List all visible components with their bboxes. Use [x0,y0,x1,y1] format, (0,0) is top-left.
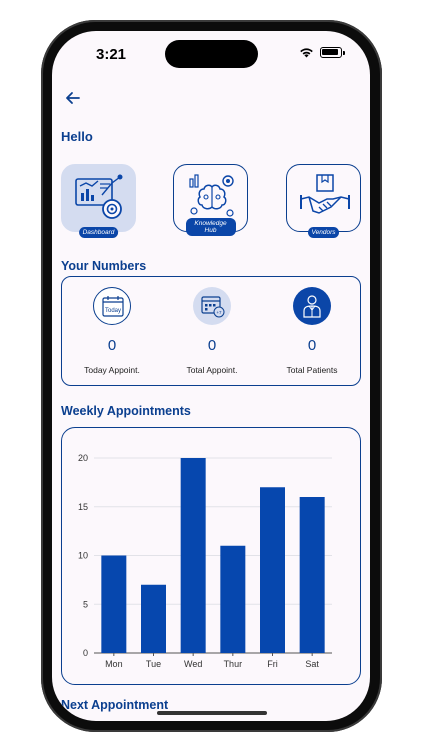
bar-wed[interactable] [180,458,206,653]
tile-vendors[interactable]: Vendors [286,164,361,238]
y-tick-label: 20 [78,453,88,463]
tile-label: Vendors [307,227,340,238]
home-indicator[interactable] [157,711,267,715]
calendar-today-icon: Today [93,287,131,325]
stat-total-appointments[interactable]: +7 0 Total Appoint. [162,277,262,387]
handshake-box-icon [300,174,350,214]
y-tick-label: 0 [83,648,88,658]
x-tick-label: Wed [184,659,202,669]
x-tick-label: Tue [146,659,161,669]
calendar-icon-text: Today [105,308,121,314]
y-tick-label: 5 [83,599,88,609]
bar-sat[interactable] [299,497,325,653]
bar-tue[interactable] [141,584,166,653]
your-numbers-title: Your Numbers [61,259,147,273]
x-tick-label: Fri [267,659,278,669]
dynamic-island [165,40,258,68]
arrow-left-icon [66,92,80,104]
calendar-icon-text: +7 [216,310,222,315]
stat-value: 0 [307,337,317,354]
stat-label: Today Appoint. [84,365,140,375]
weekly-chart-card: 0 5 10 15 20 Mon Tue Wed Thur Fri Sat [61,427,361,685]
stat-today-appointments[interactable]: Today 0 Today Appoint. [62,277,162,387]
weekly-appointments-title: Weekly Appointments [61,404,191,418]
stat-total-patients[interactable]: 0 Total Patients [262,277,362,387]
greeting-text: Hello [61,129,93,144]
status-time: 3:21 [96,46,127,63]
stat-value: 0 [107,337,117,354]
dashboard-analytics-icon [75,174,123,219]
x-tick-label: Mon [105,659,123,669]
bar-mon[interactable] [101,555,127,654]
bar-thur[interactable] [220,545,246,653]
brain-gears-icon [189,174,234,217]
stat-label: Total Appoint. [186,365,238,375]
tile-knowledge-hub[interactable]: Knowledge Hub [173,164,248,236]
tile-dashboard[interactable]: Dashboard [61,164,136,238]
tile-label: Knowledge Hub [185,218,236,236]
tile-label: Dashboard [78,227,119,238]
status-bar: 3:21 [52,31,370,79]
app-screen: 3:21 Hello [52,31,370,721]
weekly-appointments-chart: 0 5 10 15 20 Mon Tue Wed Thur Fri Sat [78,453,332,669]
bar-fri[interactable] [260,487,285,653]
wifi-icon [300,48,313,58]
calendar-total-icon: +7 [193,287,231,325]
y-tick-label: 10 [78,551,88,561]
stat-label: Total Patients [286,365,338,375]
battery-icon [320,47,345,58]
stat-value: 0 [207,337,217,354]
y-tick-label: 15 [78,502,88,512]
numbers-card: Today 0 Today Appoint. +7 0 Tot [61,276,361,386]
x-tick-label: Thur [224,659,243,669]
tile-row: Dashboard Knowledge Hub [61,164,361,244]
status-icons [299,47,345,58]
back-button[interactable] [62,87,84,109]
x-tick-label: Sat [305,659,319,669]
patient-icon [293,287,331,325]
next-appointment-title: Next Appointment [61,698,169,712]
